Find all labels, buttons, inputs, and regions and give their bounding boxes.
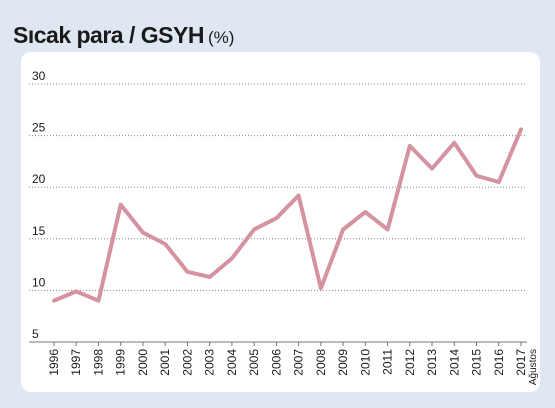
x-tick-label-2015: 2015 [470, 349, 484, 376]
x-tick-label-2004: 2004 [225, 349, 239, 376]
x-tick-label-2000: 2000 [136, 349, 150, 376]
series-line-0 [52, 127, 523, 303]
data-point-2006 [274, 216, 278, 220]
data-point-1998 [96, 299, 101, 303]
y-tick-label-25: 25 [32, 121, 46, 135]
x-tick-label-2003: 2003 [203, 349, 217, 376]
x-tick-label-2013: 2013 [425, 349, 439, 376]
x-tick-label-2009: 2009 [336, 349, 350, 376]
x-tick-label-2008: 2008 [314, 349, 328, 376]
x-tick-label-2005: 2005 [247, 349, 261, 376]
x-tick-label-2017: 2017 [514, 349, 528, 376]
y-tick-label-20: 20 [32, 172, 46, 186]
plot-panel [21, 52, 540, 392]
data-point-1997 [74, 289, 78, 294]
x-tick-label-2014: 2014 [447, 349, 461, 376]
data-point-2005 [252, 227, 256, 232]
data-point-2010 [363, 210, 367, 214]
y-tick-label-5: 5 [32, 327, 39, 341]
data-point-2001 [163, 242, 167, 246]
x-tick-label-2006: 2006 [269, 349, 283, 376]
data-point-2011 [385, 227, 390, 232]
data-point-1996 [52, 299, 56, 303]
x-tick-label-2002: 2002 [180, 349, 194, 376]
data-point-2009 [341, 227, 345, 232]
data-point-2000 [141, 231, 145, 235]
x-tick-label-1998: 1998 [91, 349, 105, 376]
data-point-2015 [474, 174, 479, 178]
data-point-2002 [185, 270, 190, 274]
data-point-1999 [119, 203, 123, 207]
chart-title-unit: (%) [207, 28, 235, 47]
x-tick-label-2001: 2001 [158, 349, 172, 376]
y-tick-label-10: 10 [32, 275, 46, 289]
chart-title-main: Sıcak para / GSYH [13, 22, 204, 48]
x-tick-label-1996: 1996 [47, 349, 61, 376]
x-tick-label-2011: 2011 [381, 349, 395, 375]
data-point-2004 [230, 256, 234, 261]
data-point-2003 [208, 275, 212, 279]
data-point-2012 [408, 144, 412, 148]
x-tick-label-2007: 2007 [292, 349, 306, 376]
x-tick-label-2016: 2016 [492, 349, 506, 376]
data-point-2008 [319, 286, 323, 290]
data-point-2016 [497, 180, 501, 184]
y-tick-label-15: 15 [32, 224, 46, 238]
x-tick-note: Ağustos [528, 349, 539, 385]
data-point-2013 [430, 167, 434, 171]
chart-title: Sıcak para / GSYH (%) [13, 22, 234, 49]
x-tick-label-2012: 2012 [403, 349, 417, 376]
x-tick-label-1997: 1997 [69, 349, 83, 376]
data-point-2007 [297, 193, 301, 198]
y-tick-label-30: 30 [32, 69, 46, 83]
data-point-2014 [452, 141, 456, 145]
x-tick-label-2010: 2010 [358, 349, 372, 376]
data-point-2017 [519, 127, 523, 132]
x-tick-label-1999: 1999 [114, 349, 128, 376]
